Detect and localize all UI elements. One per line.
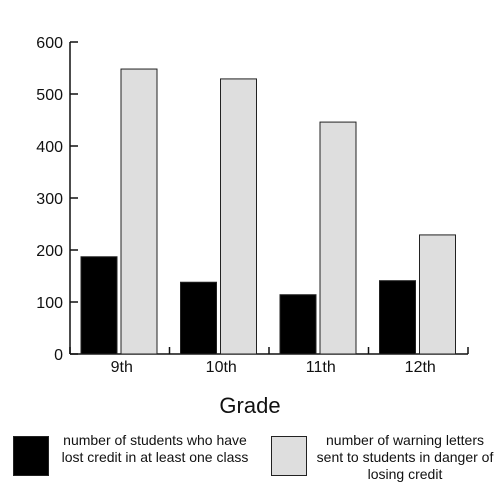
legend-swatch-black (13, 436, 49, 476)
x-category-label: 12th (405, 359, 436, 376)
legend-label-lost-credit: number of students who have lost credit … (61, 432, 249, 465)
legend-label-warning-letters: number of warning letters sent to studen… (316, 432, 494, 482)
legend: number of students who have lost credit … (0, 432, 500, 492)
bar-lost-credit (379, 280, 416, 355)
x-axis-title: Grade (219, 393, 280, 418)
x-category-label: 9th (111, 359, 133, 376)
x-category-label: 11th (306, 359, 336, 376)
legend-swatch-gray (271, 436, 307, 476)
bar-chart: 0 100 200 300 400 500 600 9th 10th 11th 12th Grad… (36, 35, 469, 418)
bar-warning-letters (419, 234, 456, 355)
y-tick-label: 100 (36, 295, 63, 312)
bars (80, 68, 456, 355)
legend-item-lost-credit: number of students who have lost credit … (0, 432, 260, 492)
x-category-label: 10th (206, 359, 237, 376)
y-tick-label: 600 (36, 35, 63, 52)
y-tick-label: 400 (36, 139, 63, 156)
bar-warning-letters (319, 121, 357, 355)
legend-item-warning-letters: number of warning letters sent to studen… (260, 432, 500, 492)
bar-warning-letters (120, 68, 158, 355)
y-tick-label: 200 (36, 243, 63, 260)
bar-warning-letters (220, 78, 257, 355)
y-tick-label: 300 (36, 191, 63, 208)
y-axis: 0 100 200 300 400 500 600 (36, 35, 78, 364)
bar-lost-credit (279, 294, 317, 355)
bar-lost-credit (80, 256, 118, 355)
y-tick-label: 500 (36, 87, 63, 104)
y-tick-label: 0 (54, 347, 63, 364)
bar-lost-credit (180, 281, 217, 355)
